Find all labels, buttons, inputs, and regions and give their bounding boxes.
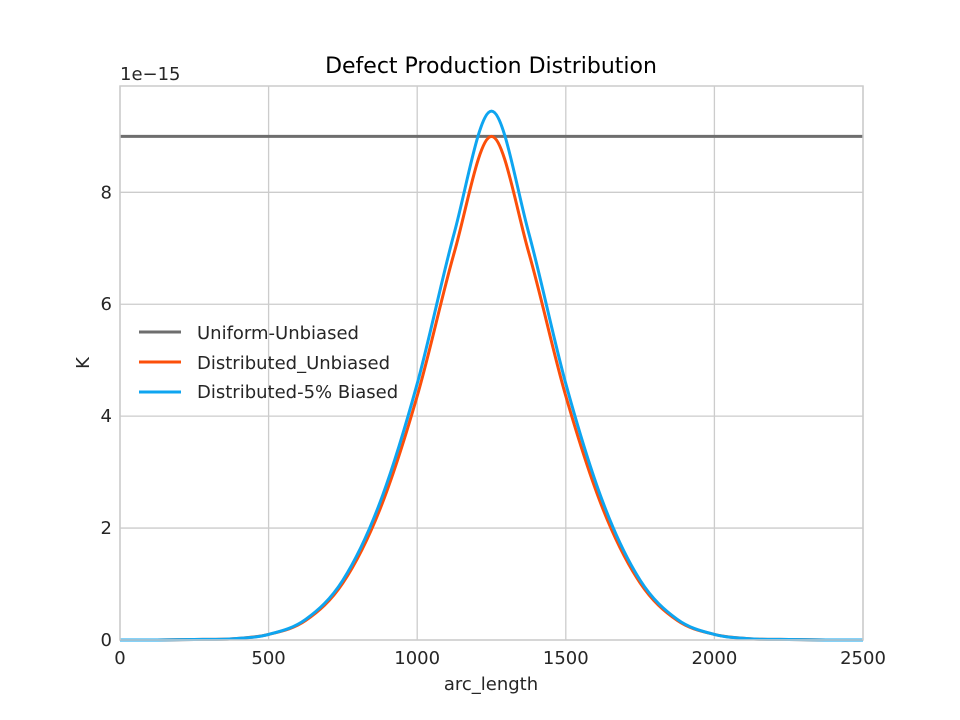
x-tick-label: 2000 [691, 648, 737, 669]
y-axis-label: K [73, 356, 94, 369]
x-tick-label: 2500 [840, 648, 886, 669]
x-tick-label: 1500 [543, 648, 589, 669]
y-tick-label: 2 [101, 518, 112, 539]
legend-label: Distributed-5% Biased [197, 382, 398, 403]
y-tick-label: 6 [101, 294, 112, 315]
legend: Uniform-Unbiased Distributed_Unbiased Di… [139, 323, 398, 403]
x-tick-label: 1000 [394, 648, 440, 669]
x-tick-label: 500 [251, 648, 285, 669]
x-tick-labels: 0 500 1000 1500 2000 2500 [114, 648, 886, 669]
legend-item-uniform: Uniform-Unbiased [139, 323, 359, 344]
y-tick-label: 8 [101, 182, 112, 203]
series-line-distributed-5-biased [119, 109, 863, 642]
y-tick-labels: 0 2 4 6 8 [101, 182, 112, 651]
legend-item-distributed-biased: Distributed-5% Biased [139, 382, 398, 403]
y-offset-label: 1e−15 [120, 64, 181, 85]
y-tick-label: 0 [101, 630, 112, 651]
x-axis-label: arc_length [444, 674, 538, 695]
plot-frame [119, 85, 864, 641]
chart-title: Defect Production Distribution [325, 54, 657, 79]
legend-label: Distributed_Unbiased [197, 353, 390, 374]
y-tick-label: 4 [101, 406, 112, 427]
series-lines [119, 109, 863, 642]
legend-item-distributed-unbiased: Distributed_Unbiased [139, 353, 390, 374]
legend-label: Uniform-Unbiased [197, 323, 359, 344]
x-tick-label: 0 [114, 648, 125, 669]
